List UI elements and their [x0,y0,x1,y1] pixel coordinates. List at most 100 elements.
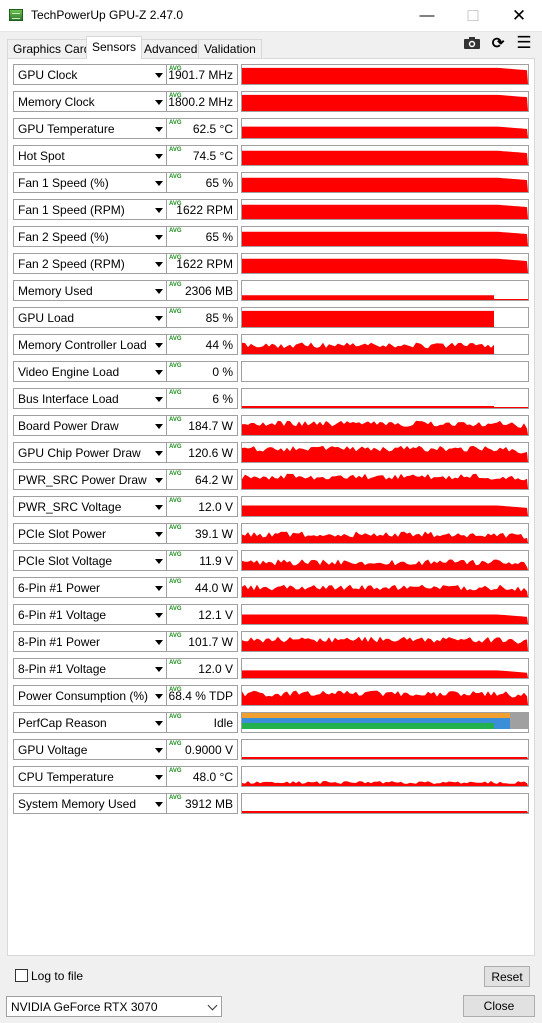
sensor-name-dropdown[interactable]: Memory Used [13,280,168,301]
sensor-value-box[interactable]: AVG 1622 RPM [166,253,238,274]
camera-icon[interactable] [461,34,483,52]
tab-graphics-card[interactable]: Graphics Card [7,39,97,59]
sensor-value: 44.0 W [194,581,233,595]
tab-validation[interactable]: Validation [198,39,262,59]
tab-advanced[interactable]: Advanced [138,39,204,59]
sensor-value-box[interactable]: AVG 101.7 W [166,631,238,652]
sensor-value-box[interactable]: AVG 44 % [166,334,238,355]
sensor-graph [241,388,529,409]
menu-icon[interactable]: ☰ [516,33,532,52]
sensor-row: GPU Load AVG 85 % [7,303,535,330]
title-bar: TechPowerUp GPU-Z 2.47.0 — ☐ ✕ [0,0,542,32]
maximize-button[interactable]: ☐ [466,7,480,25]
sensor-name-dropdown[interactable]: Fan 2 Speed (%) [13,226,168,247]
sensor-value-box[interactable]: AVG 12.0 V [166,496,238,517]
sensor-value-box[interactable]: AVG 1622 RPM [166,199,238,220]
close-window-button[interactable]: ✕ [511,5,527,25]
sensor-value-box[interactable]: AVG 184.7 W [166,415,238,436]
sensor-value-box[interactable]: AVG 48.0 °C [166,766,238,787]
sensor-name-dropdown[interactable]: GPU Chip Power Draw [13,442,168,463]
sensor-graph [241,280,529,301]
dropdown-arrow-icon [155,181,163,186]
sensor-name: PerfCap Reason [18,716,107,730]
sensor-name-dropdown[interactable]: GPU Clock [13,64,168,85]
sensor-name-dropdown[interactable]: GPU Temperature [13,118,168,139]
sensor-value-box[interactable]: AVG 120.6 W [166,442,238,463]
sensor-value-box[interactable]: AVG 44.0 W [166,577,238,598]
sensor-value-box[interactable]: AVG Idle [166,712,238,733]
sensor-name-dropdown[interactable]: Fan 1 Speed (RPM) [13,199,168,220]
sensor-name-dropdown[interactable]: Fan 2 Speed (RPM) [13,253,168,274]
sensor-name: 6-Pin #1 Power [18,581,101,595]
reset-button[interactable]: Reset [484,966,530,987]
avg-badge: AVG [169,201,182,207]
sensor-value-box[interactable]: AVG 0 % [166,361,238,382]
dropdown-arrow-icon [155,775,163,780]
dropdown-arrow-icon [155,424,163,429]
sensor-name-dropdown[interactable]: 6-Pin #1 Power [13,577,168,598]
sensor-value-box[interactable]: AVG 6 % [166,388,238,409]
graph-trace [242,204,528,219]
sensor-name-dropdown[interactable]: Memory Clock [13,91,168,112]
sensor-name-dropdown[interactable]: Bus Interface Load [13,388,168,409]
sensor-name-dropdown[interactable]: PerfCap Reason [13,712,168,733]
sensor-name-dropdown[interactable]: Fan 1 Speed (%) [13,172,168,193]
dropdown-arrow-icon [155,586,163,591]
sensor-value-box[interactable]: AVG 39.1 W [166,523,238,544]
sensor-name-dropdown[interactable]: System Memory Used [13,793,168,814]
sensor-value-box[interactable]: AVG 1800.2 MHz [166,91,238,112]
gpu-select[interactable]: NVIDIA GeForce RTX 3070 [6,996,222,1017]
avg-badge: AVG [169,633,182,639]
graph-trace [242,67,528,84]
sensor-value-box[interactable]: AVG 11.9 V [166,550,238,571]
close-button[interactable]: Close [463,995,535,1017]
sensor-row: PerfCap Reason AVG Idle [7,708,535,735]
sensor-row: System Memory Used AVG 3912 MB [7,789,535,816]
sensor-name-dropdown[interactable]: PCIe Slot Voltage [13,550,168,571]
sensor-name-dropdown[interactable]: GPU Voltage [13,739,168,760]
sensor-name-dropdown[interactable]: PWR_SRC Power Draw [13,469,168,490]
sensor-name-dropdown[interactable]: GPU Load [13,307,168,328]
sensor-name-dropdown[interactable]: Board Power Draw [13,415,168,436]
sensor-value-box[interactable]: AVG 12.0 V [166,658,238,679]
sensor-value-box[interactable]: AVG 2306 MB [166,280,238,301]
sensor-value-box[interactable]: AVG 65 % [166,172,238,193]
sensor-row: Power Consumption (%) AVG 68.4 % TDP [7,681,535,708]
sensor-name-dropdown[interactable]: Memory Controller Load [13,334,168,355]
sensor-value-box[interactable]: AVG 74.5 °C [166,145,238,166]
sensor-value-box[interactable]: AVG 1901.7 MHz [166,64,238,85]
sensor-value-box[interactable]: AVG 0.9000 V [166,739,238,760]
sensor-name-dropdown[interactable]: 8-Pin #1 Power [13,631,168,652]
minimize-button[interactable]: — [419,7,435,24]
tab-sensors[interactable]: Sensors [86,36,143,59]
sensor-value-box[interactable]: AVG 62.5 °C [166,118,238,139]
sensor-graph [241,604,529,625]
sensor-name-dropdown[interactable]: CPU Temperature [13,766,168,787]
sensor-value-box[interactable]: AVG 3912 MB [166,793,238,814]
avg-badge: AVG [169,498,182,504]
sensor-name: Bus Interface Load [18,392,119,406]
sensor-name-dropdown[interactable]: 8-Pin #1 Voltage [13,658,168,679]
sensor-name-dropdown[interactable]: Power Consumption (%) [13,685,168,706]
graph-trace [242,258,528,273]
refresh-icon[interactable]: ⟳ [491,35,505,52]
sensor-graph [241,550,529,571]
avg-badge: AVG [169,120,182,126]
avg-badge: AVG [169,336,182,342]
sensor-name-dropdown[interactable]: PCIe Slot Power [13,523,168,544]
sensor-name-dropdown[interactable]: Video Engine Load [13,361,168,382]
sensor-value-box[interactable]: AVG 68.4 % TDP [166,685,238,706]
avg-badge: AVG [169,714,182,720]
sensor-name-dropdown[interactable]: 6-Pin #1 Voltage [13,604,168,625]
avg-badge: AVG [169,660,182,666]
sensor-name-dropdown[interactable]: Hot Spot [13,145,168,166]
sensor-value-box[interactable]: AVG 85 % [166,307,238,328]
sensor-value-box[interactable]: AVG 12.1 V [166,604,238,625]
log-to-file-checkbox[interactable] [15,969,28,982]
sensor-value-box[interactable]: AVG 64.2 W [166,469,238,490]
graph-baseline [494,407,528,408]
sensor-graph [241,631,529,652]
sensor-value-box[interactable]: AVG 65 % [166,226,238,247]
avg-badge: AVG [169,606,182,612]
sensor-name-dropdown[interactable]: PWR_SRC Voltage [13,496,168,517]
